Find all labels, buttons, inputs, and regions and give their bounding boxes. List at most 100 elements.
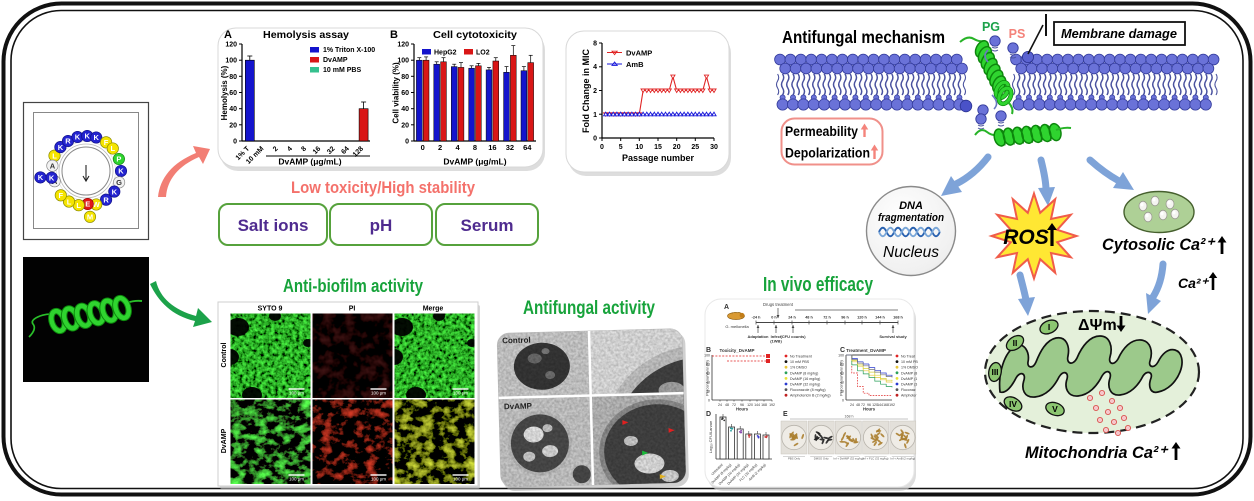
svg-text:100: 100: [225, 58, 237, 65]
svg-text:Permeability: Permeability: [785, 124, 858, 139]
svg-text:(1WB): (1WB): [770, 339, 782, 344]
svg-text:F: F: [104, 138, 109, 147]
svg-text:Hemolysis (%): Hemolysis (%): [220, 65, 229, 120]
svg-text:32: 32: [506, 143, 514, 152]
svg-text:DvAMP: DvAMP: [626, 49, 652, 58]
svg-text:100 μm: 100 μm: [289, 391, 304, 396]
svg-text:Fold Change in MIC: Fold Change in MIC: [581, 49, 591, 133]
svg-text:K: K: [38, 173, 44, 182]
svg-text:DvAMP: DvAMP: [504, 402, 533, 412]
svg-text:Inf + AmB (2 mg/kg): Inf + AmB (2 mg/kg): [890, 457, 915, 461]
svg-text:PG: PG: [982, 20, 1000, 34]
svg-text:80: 80: [706, 363, 710, 367]
svg-text:40: 40: [706, 381, 710, 385]
svg-text:1% DMSO: 1% DMSO: [901, 366, 918, 370]
svg-text:48: 48: [725, 403, 729, 407]
svg-text:PS: PS: [1009, 27, 1026, 41]
svg-text:P: P: [116, 155, 121, 164]
svg-text:80: 80: [840, 363, 844, 367]
svg-text:A: A: [724, 304, 729, 311]
svg-text:Nucleus: Nucleus: [883, 244, 939, 261]
svg-text:Toxicity_DvAMP: Toxicity_DvAMP: [720, 348, 755, 353]
svg-text:fragmentation: fragmentation: [878, 212, 944, 224]
svg-text:Depolarization: Depolarization: [785, 146, 870, 161]
svg-text:Hours: Hours: [736, 407, 749, 412]
svg-text:120 h: 120 h: [857, 316, 867, 320]
svg-text:100 μm: 100 μm: [289, 477, 304, 482]
svg-text:168: 168: [883, 403, 889, 407]
svg-text:K: K: [118, 167, 124, 176]
svg-text:Inf + FLC (32 mg/kg): Inf + FLC (32 mg/kg): [863, 457, 889, 461]
svg-text:F: F: [59, 191, 64, 200]
svg-text:48: 48: [856, 403, 860, 407]
svg-text:1: 1: [593, 112, 597, 119]
svg-text:Antifungal activity: Antifungal activity: [523, 298, 655, 319]
svg-text:Survival study: Survival study: [879, 334, 907, 339]
svg-text:80: 80: [229, 74, 237, 81]
svg-text:B: B: [706, 347, 711, 354]
svg-text:10 mM PBS: 10 mM PBS: [790, 360, 810, 364]
svg-text:DvAMP: DvAMP: [323, 57, 348, 64]
svg-text:60: 60: [840, 372, 844, 376]
svg-text:72 h: 72 h: [823, 316, 831, 320]
svg-text:30: 30: [710, 144, 718, 151]
svg-text:E: E: [85, 200, 90, 209]
svg-text:40: 40: [840, 381, 844, 385]
svg-text:60: 60: [401, 90, 409, 97]
svg-text:Inf + DvAMP (32 mg/kg): Inf + DvAMP (32 mg/kg): [833, 457, 863, 461]
svg-text:V: V: [1052, 404, 1058, 414]
svg-text:K: K: [49, 173, 55, 182]
svg-text:168 h: 168 h: [845, 415, 854, 419]
svg-text:L: L: [111, 144, 116, 153]
svg-text:K: K: [84, 132, 90, 141]
svg-text:32: 32: [326, 145, 337, 156]
svg-text:E: E: [783, 411, 788, 418]
svg-text:Cytosolic Ca²⁺: Cytosolic Ca²⁺: [1102, 235, 1216, 254]
svg-text:G: G: [116, 178, 122, 187]
svg-text:L: L: [52, 151, 57, 160]
svg-text:Serum: Serum: [461, 216, 514, 235]
svg-text:DvAMP (μg/mL): DvAMP (μg/mL): [443, 157, 506, 167]
svg-text:Cell cytotoxicity: Cell cytotoxicity: [433, 29, 517, 41]
svg-text:20: 20: [673, 144, 681, 151]
svg-text:C: C: [840, 347, 845, 354]
svg-text:96: 96: [740, 403, 744, 407]
svg-text:0: 0: [842, 399, 844, 403]
svg-text:100 μm: 100 μm: [371, 477, 386, 482]
svg-text:DvAMP (8 mg/kg): DvAMP (8 mg/kg): [790, 371, 818, 375]
svg-text:120: 120: [747, 403, 753, 407]
svg-text:2: 2: [272, 145, 280, 153]
svg-text:120: 120: [397, 42, 409, 49]
svg-text:4: 4: [456, 143, 461, 152]
svg-text:DvAMP (32 mg/kg): DvAMP (32 mg/kg): [790, 383, 820, 387]
svg-text:Drugs treatment: Drugs treatment: [763, 302, 794, 307]
svg-text:DvAMP (μg/mL): DvAMP (μg/mL): [278, 157, 341, 167]
svg-text:DvAMP: DvAMP: [221, 428, 228, 453]
svg-text:M: M: [87, 213, 93, 222]
svg-text:LO2: LO2: [476, 50, 490, 57]
svg-text:10: 10: [635, 144, 643, 151]
svg-text:Fluconaz: Fluconaz: [901, 388, 916, 392]
svg-text:Mitochondria Ca²⁺: Mitochondria Ca²⁺: [1025, 443, 1169, 462]
svg-text:ROS: ROS: [1003, 226, 1049, 249]
svg-text:8: 8: [473, 143, 477, 152]
svg-text:K: K: [58, 143, 64, 152]
svg-text:100: 100: [838, 354, 844, 358]
svg-text:III: III: [991, 367, 998, 377]
svg-text:SYTO 9: SYTO 9: [258, 306, 283, 313]
svg-text:100: 100: [397, 58, 409, 65]
svg-text:96 h: 96 h: [841, 316, 849, 320]
svg-text:K: K: [93, 133, 99, 142]
svg-text:pH: pH: [370, 216, 393, 235]
svg-text:20: 20: [706, 390, 710, 394]
svg-text:R: R: [103, 195, 109, 204]
svg-text:Fluconazole (8 mg/kg): Fluconazole (8 mg/kg): [790, 388, 826, 392]
svg-text:DMSO Only: DMSO Only: [814, 457, 830, 461]
svg-text:192: 192: [769, 403, 775, 407]
svg-text:II: II: [1013, 338, 1018, 348]
svg-text:Amphoter: Amphoter: [901, 394, 917, 398]
svg-text:0: 0: [233, 139, 237, 146]
svg-text:In vivo efficacy: In vivo efficacy: [763, 274, 874, 296]
svg-text:100 μm: 100 μm: [453, 391, 468, 396]
svg-text:40: 40: [401, 106, 409, 113]
